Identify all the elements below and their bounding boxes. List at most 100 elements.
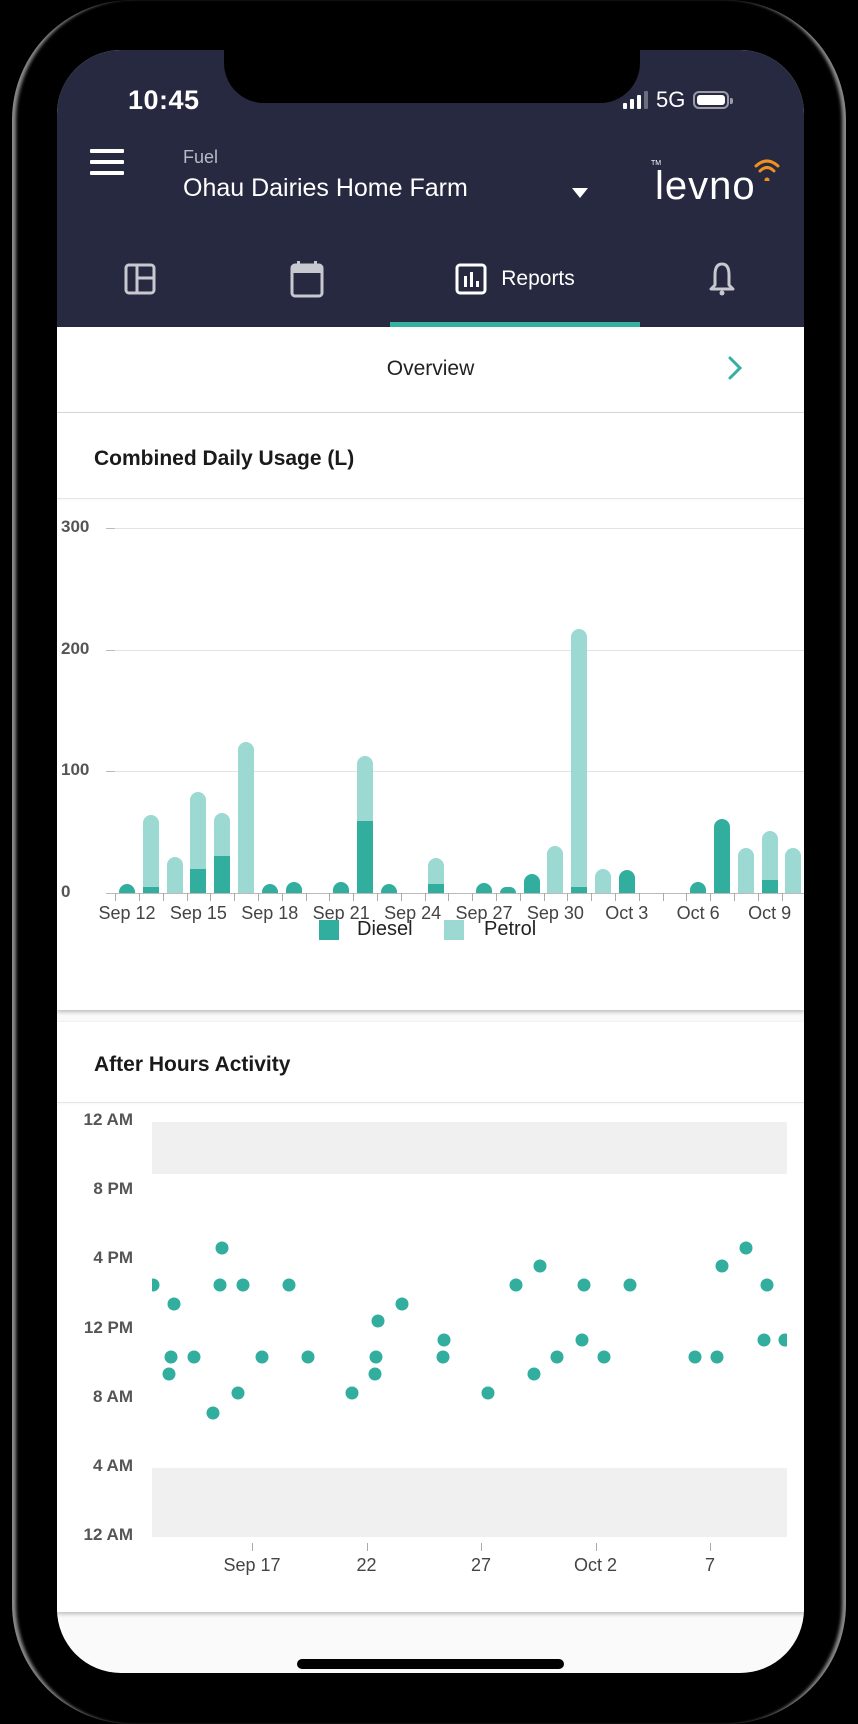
- bar-segment-diesel: [380, 884, 397, 893]
- activity-point: [255, 1350, 269, 1364]
- site-selector[interactable]: Ohau Dairies Home Farm: [183, 174, 468, 202]
- x-axis-tick: [710, 1543, 711, 1551]
- x-axis-tick: [519, 893, 521, 901]
- app-header: 10:45 5G Fuel Ohau Dairies Home Farm TM …: [57, 50, 804, 327]
- bar-segment-petrol: [190, 792, 207, 869]
- status-indicators: 5G: [623, 87, 734, 112]
- bar-sep-14: [166, 856, 183, 893]
- battery-icon: [693, 91, 734, 109]
- x-axis-label: Sep 12: [98, 903, 156, 923]
- activity-point: [301, 1350, 315, 1364]
- x-axis-label: Sep 30: [526, 903, 584, 923]
- x-axis-tick: [614, 893, 616, 901]
- bar-segment-diesel: [285, 882, 302, 893]
- activity-point: [623, 1278, 637, 1292]
- signal-icon: [623, 91, 648, 109]
- network-type: 5G: [656, 87, 686, 112]
- bar-segment-petrol: [785, 847, 802, 893]
- overview-row[interactable]: Overview: [57, 327, 804, 413]
- home-indicator: [297, 1659, 564, 1669]
- tab-alerts[interactable]: [640, 230, 804, 327]
- bar-segment-diesel: [714, 818, 730, 893]
- legend-swatch-petrol: [444, 920, 464, 940]
- tab-reports-label: Reports: [501, 266, 575, 290]
- bar-sep-12: [119, 884, 135, 893]
- activity-point: [345, 1386, 359, 1400]
- bar-segment-petrol: [761, 830, 778, 880]
- chevron-right-icon[interactable]: [727, 355, 743, 381]
- activity-point: [527, 1367, 541, 1381]
- x-axis-tick: [543, 893, 545, 901]
- bar-segment-diesel: [190, 868, 207, 893]
- x-axis-tick: [252, 1543, 253, 1551]
- activity-point: [437, 1333, 451, 1347]
- menu-button[interactable]: [90, 149, 124, 175]
- legend-swatch-diesel: [319, 920, 339, 940]
- y-axis-label: 4 PM: [93, 1248, 133, 1268]
- bar-segment-petrol: [428, 857, 445, 885]
- x-axis-tick: [162, 893, 164, 901]
- x-axis-tick: [376, 893, 378, 901]
- tab-reports[interactable]: Reports: [390, 230, 640, 327]
- y-axis-label: 200: [61, 638, 90, 658]
- x-axis-tick: [710, 893, 712, 901]
- activity-point: [757, 1333, 771, 1347]
- legend-label-petrol: Petrol: [484, 918, 537, 940]
- bar-sep-16: [214, 812, 231, 893]
- bar-segment-diesel: [428, 884, 445, 893]
- x-axis-tick: [400, 893, 402, 901]
- x-axis-tick: [366, 1543, 368, 1551]
- bar-sep-23: [380, 884, 397, 893]
- x-axis-tick: [662, 893, 664, 901]
- status-time: 10:45: [128, 85, 200, 115]
- bar-segment-petrol: [595, 868, 611, 893]
- x-axis-tick: [591, 893, 593, 901]
- activity-point: [575, 1333, 589, 1347]
- y-axis-label: 300: [61, 517, 90, 536]
- wifi-wave-icon: [754, 159, 780, 181]
- usage-card: Combined Daily Usage (L) 0 100 200 300 Sep 1…: [57, 413, 804, 1010]
- activity-point: [231, 1386, 245, 1400]
- bar-segment-diesel: [499, 886, 516, 893]
- y-axis-label: 12 PM: [83, 1317, 133, 1337]
- x-axis-label: Sep 27: [455, 903, 513, 923]
- x-axis-tick: [305, 893, 307, 901]
- x-axis-tick: [186, 893, 188, 901]
- x-axis-label: Oct 9: [748, 903, 792, 923]
- activity-point: [597, 1350, 611, 1364]
- bar-segment-petrol: [142, 815, 159, 887]
- activity-point: [550, 1350, 564, 1364]
- card-divider: [57, 1102, 804, 1103]
- x-axis-label: 22: [356, 1555, 377, 1575]
- after-hours-card: After Hours Activity 12 AM 8 PM 4 PM 12 PM 8…: [57, 1022, 804, 1612]
- usage-card-title: Combined Daily Usage (L): [94, 447, 355, 470]
- x-axis-label: 27: [470, 1555, 492, 1575]
- bar-oct-8: [737, 847, 754, 893]
- activity-point: [436, 1350, 450, 1364]
- x-axis-tick: [638, 893, 640, 901]
- bar-sep-21: [333, 882, 350, 893]
- gridline: [115, 528, 804, 529]
- bar-chart-icon: [455, 263, 487, 294]
- x-axis-label: Oct 2: [573, 1555, 618, 1575]
- x-axis-tick: [733, 893, 735, 901]
- activity-point: [368, 1367, 382, 1381]
- x-axis-tick: [595, 1543, 597, 1551]
- x-axis-tick: [686, 893, 688, 901]
- x-axis-label: Sep 15: [169, 903, 227, 923]
- gridline: [115, 649, 804, 651]
- x-axis-label: Sep 17: [223, 1555, 281, 1575]
- menu-icon-line: [90, 160, 124, 164]
- activity-point: [369, 1350, 383, 1364]
- activity-point: [395, 1297, 409, 1311]
- activity-point: [481, 1386, 495, 1400]
- x-axis-tick: [281, 893, 283, 901]
- section-label: Fuel: [183, 147, 219, 167]
- tab-calendar[interactable]: [223, 230, 390, 327]
- bar-segment-diesel: [618, 869, 635, 893]
- activity-point: [710, 1350, 724, 1364]
- tab-dashboard[interactable]: [57, 230, 223, 327]
- chevron-down-icon[interactable]: [572, 188, 588, 198]
- y-axis-label: 0: [61, 882, 71, 901]
- activity-point: [152, 1278, 160, 1292]
